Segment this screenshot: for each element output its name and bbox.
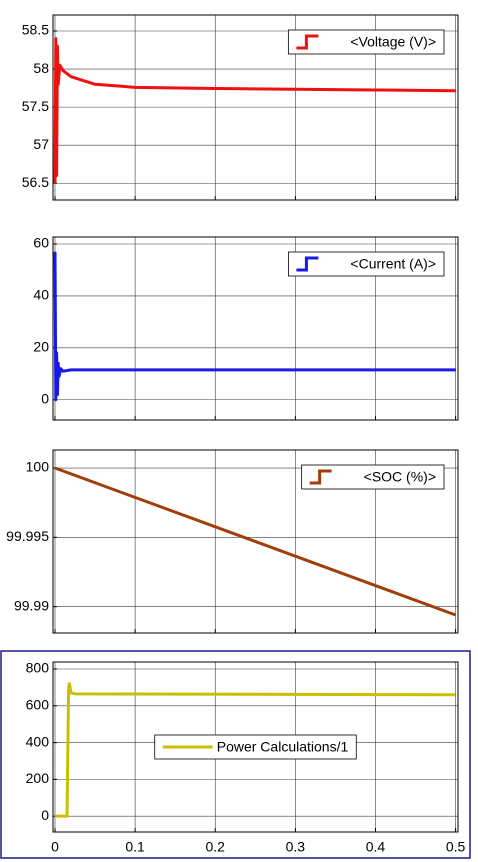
y-tick-label: 40 — [33, 287, 49, 303]
y-tick-label: 800 — [26, 660, 50, 676]
y-tick-label: 20 — [33, 339, 49, 355]
y-tick-label: 200 — [26, 770, 50, 786]
series-line — [53, 251, 456, 402]
y-tick-label: 99.995 — [6, 528, 49, 544]
legend-icon — [296, 256, 319, 272]
series-line — [55, 682, 456, 818]
y-tick-label: 0 — [41, 807, 49, 823]
legend-box — [301, 464, 445, 490]
y-tick-label: 57 — [33, 136, 49, 152]
legend-icon — [309, 469, 332, 485]
y-tick-label: 0 — [41, 390, 49, 406]
y-tick-label: 56.5 — [22, 174, 49, 190]
y-tick-label: 58 — [33, 60, 49, 76]
series-line — [54, 466, 457, 617]
y-tick-label: 99.99 — [14, 597, 49, 613]
x-tick-label: 0.5 — [446, 839, 466, 855]
x-tick-label: 0.4 — [366, 839, 386, 855]
y-tick-label: 100 — [26, 459, 50, 475]
legend-label: <Voltage (V)> — [350, 34, 436, 50]
x-tick-label: 0 — [51, 839, 59, 855]
legend-label: <SOC (%)> — [364, 469, 436, 485]
y-tick-label: 57.5 — [22, 98, 49, 114]
legend-label: Power Calculations/1 — [217, 739, 349, 755]
y-tick-label: 600 — [26, 696, 50, 712]
legend-label: <Current (A)> — [350, 256, 436, 272]
legend-icon — [296, 34, 319, 50]
axes-frame — [52, 14, 459, 201]
legend-box — [288, 251, 445, 277]
x-tick-label: 0.3 — [286, 839, 306, 855]
axes-frame — [52, 661, 459, 833]
y-tick-label: 60 — [33, 235, 49, 251]
axes-frame — [52, 449, 459, 634]
axes-frame — [52, 236, 459, 421]
y-tick-label: 400 — [26, 733, 50, 749]
selected-frame — [0, 650, 471, 859]
legend-box — [287, 29, 445, 55]
x-tick-label: 0.1 — [125, 839, 145, 855]
x-tick-label: 0.2 — [206, 839, 226, 855]
y-tick-label: 58.5 — [22, 22, 49, 38]
series-line — [53, 37, 456, 184]
